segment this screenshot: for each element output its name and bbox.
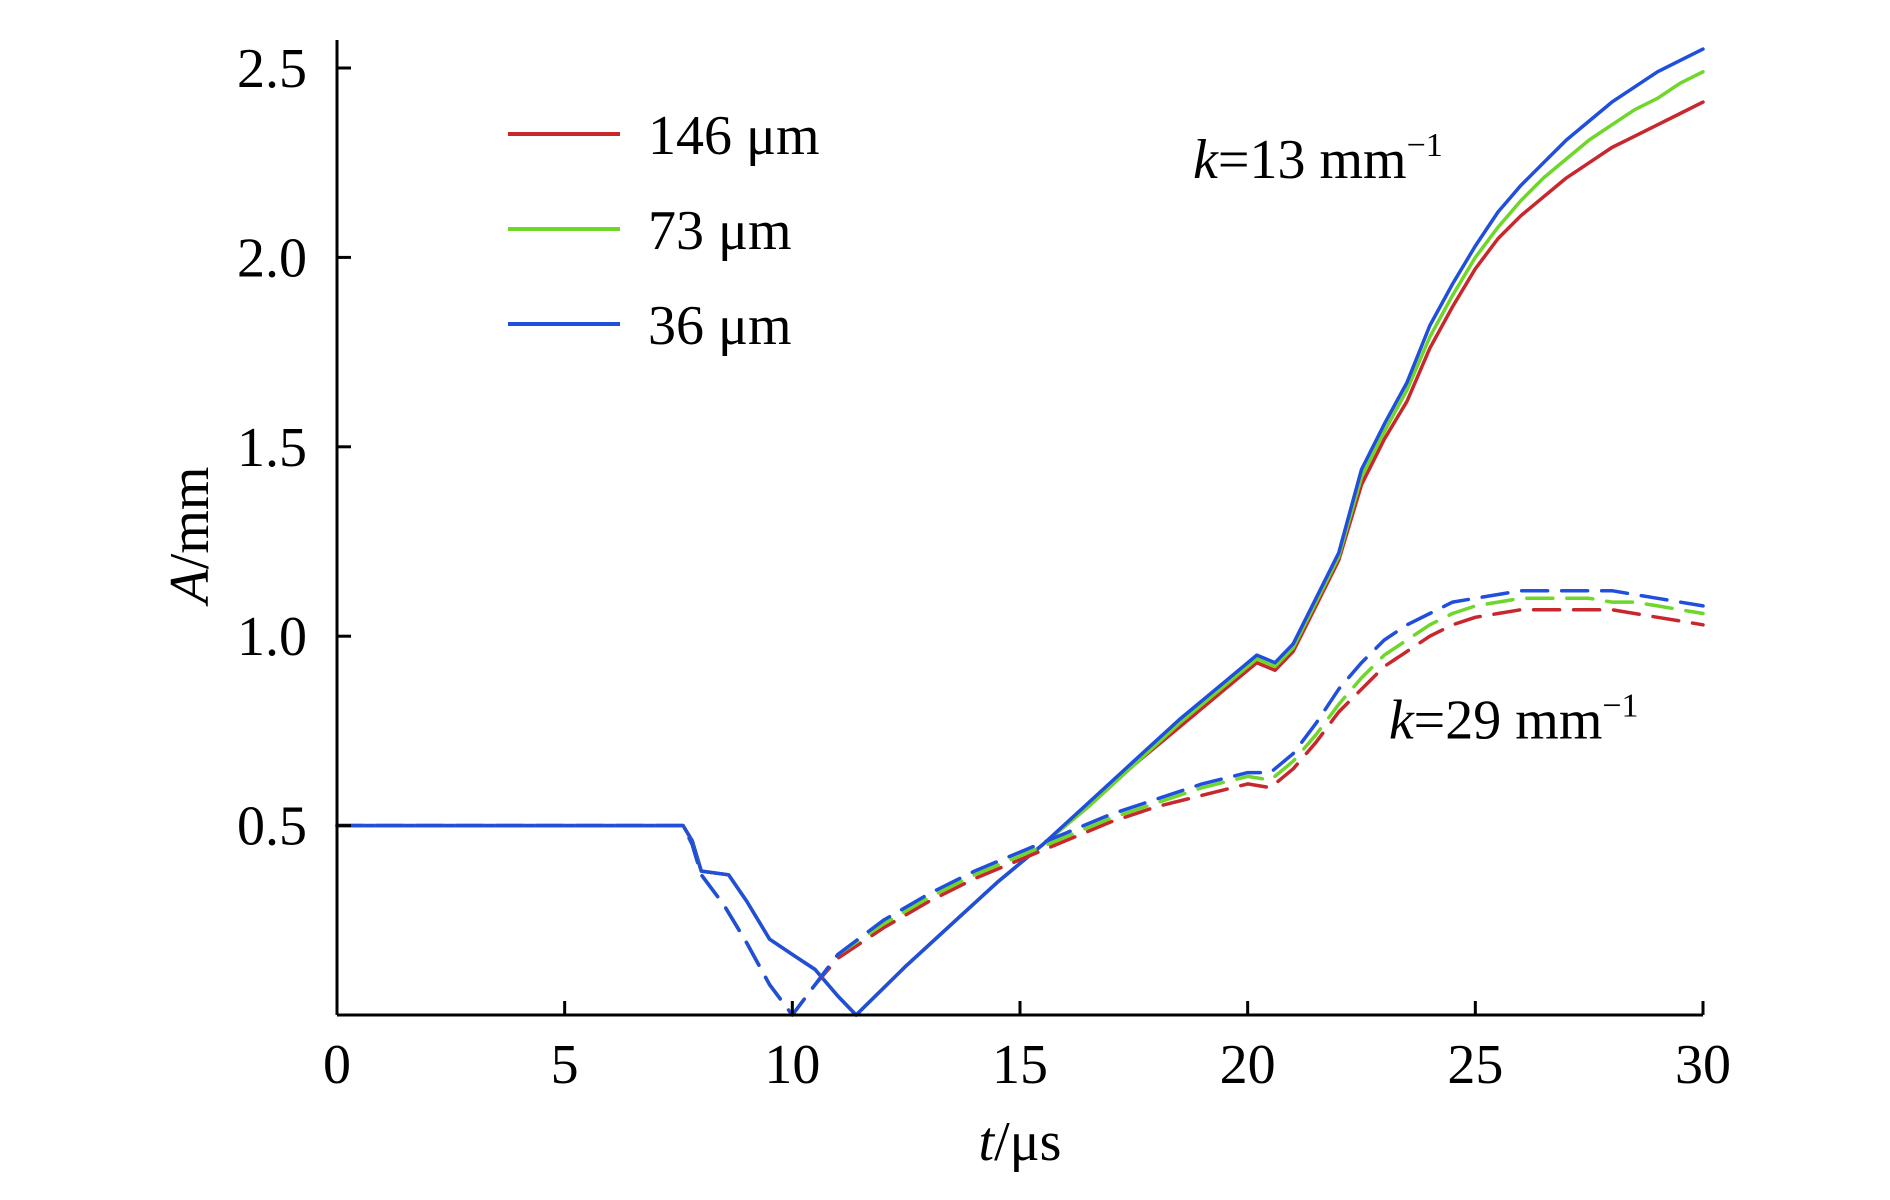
annotation-value: =29 mm (1414, 689, 1603, 751)
series-line-dashed (335, 607, 1705, 1017)
annotation-superscript: −1 (1407, 127, 1443, 164)
series-line-dashed (335, 588, 1705, 1017)
y-axis-label-symbol: A (159, 568, 221, 607)
y-axis-label-unit: /mm (159, 467, 221, 570)
x-tick-label: 25 (1447, 1034, 1503, 1096)
legend: 146 μm 73 μm 36 μm (508, 105, 820, 357)
y-tick-label: 1.0 (237, 606, 307, 668)
y-tick-label: 2.0 (237, 227, 307, 289)
legend-label: 146 μm (648, 105, 820, 167)
annotation-superscript: −1 (1602, 687, 1638, 724)
x-tick-label: 30 (1675, 1034, 1731, 1096)
annotation-label: k=13 mm−1 (1193, 127, 1443, 191)
annotation-symbol: k (1193, 129, 1219, 191)
x-axis-label-unit: /μs (994, 1111, 1061, 1173)
annotations: k=13 mm−1k=29 mm−1 (1193, 127, 1639, 752)
x-tick-label: 0 (323, 1034, 351, 1096)
x-axis-label: t/μs (979, 1111, 1062, 1173)
legend-label: 36 μm (648, 295, 792, 357)
series-layer (335, 47, 1705, 1017)
x-axis-ticks: 0 5 10 15 20 25 30 (323, 1001, 1731, 1096)
y-tick-label: 1.5 (237, 417, 307, 479)
x-tick-label: 10 (764, 1034, 820, 1096)
x-tick-label: 5 (551, 1034, 579, 1096)
annotation-value: =13 mm (1218, 129, 1407, 191)
x-tick-label: 20 (1220, 1034, 1276, 1096)
x-tick-label: 15 (992, 1034, 1048, 1096)
series-line-solid (335, 100, 1705, 1017)
series-line-solid (335, 47, 1705, 1017)
series-line-dashed (335, 596, 1705, 1017)
y-tick-label: 2.5 (237, 38, 307, 100)
x-axis-label-symbol: t (979, 1111, 996, 1173)
y-axis-ticks: 0.5 1.0 1.5 2.0 2.5 (237, 38, 351, 858)
y-axis-label: A/mm (159, 467, 221, 608)
y-tick-label: 0.5 (237, 796, 307, 858)
annotation-symbol: k (1389, 689, 1415, 751)
annotation-label: k=29 mm−1 (1389, 687, 1639, 751)
legend-label: 73 μm (648, 200, 792, 262)
axes (335, 40, 1703, 1017)
